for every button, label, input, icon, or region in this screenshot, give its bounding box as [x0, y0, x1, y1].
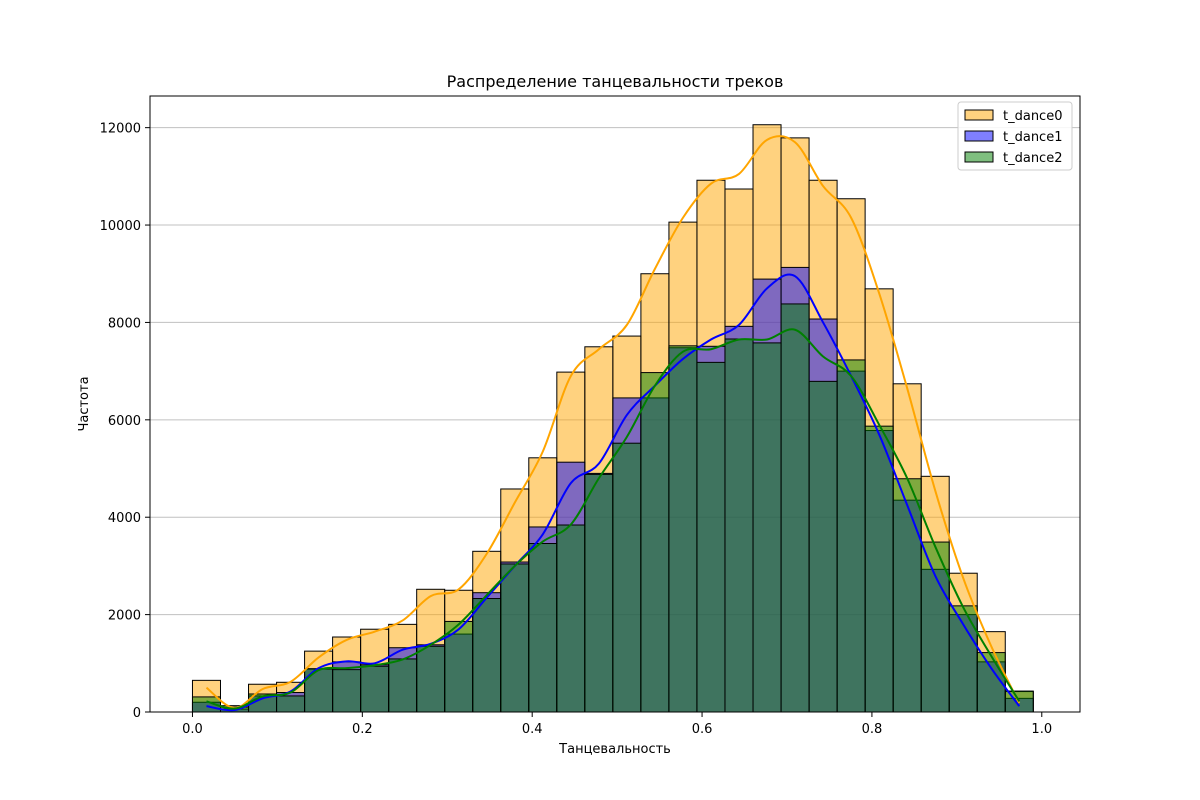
legend-swatch-t_dance2 [964, 151, 994, 163]
bar-t_dance2-17 [668, 345, 698, 713]
kde-curve-t_dance0 [205, 135, 1021, 710]
plot-area-frame [149, 95, 1081, 713]
y-tick-label-5: 10000 [100, 219, 141, 234]
bar-t_dance2-6 [360, 665, 390, 713]
legend-label-t_dance0: t_dance0 [1003, 109, 1062, 124]
bar-t_dance2-3 [276, 695, 306, 713]
y-tick-label-6: 12000 [100, 122, 141, 137]
y-axis-ticks: 0 2000 4000 6000 8000 10000 12000 [100, 122, 150, 721]
x-axis-ticks: 0.0 0.2 0.4 0.6 0.8 1.0 [182, 712, 1052, 737]
bar-t_dance2-25 [892, 478, 922, 713]
bar-t_dance2-7 [388, 658, 418, 713]
y-tick-label-1: 2000 [108, 609, 141, 624]
bar-t_dance2-26 [920, 541, 950, 713]
legend-swatch-t_dance0 [964, 109, 994, 121]
legend: t_dance0 t_dance1 t_dance2 [957, 101, 1073, 171]
x-tick-label-0: 0.0 [182, 722, 203, 737]
legend-swatch-t_dance1 [964, 130, 994, 142]
x-tick-label-3: 0.6 [692, 722, 713, 737]
bar-t_dance2-20 [752, 342, 782, 713]
bar-t_dance2-11 [500, 563, 530, 713]
x-tick-label-1: 0.2 [352, 722, 373, 737]
y-tick-label-2: 4000 [108, 511, 141, 526]
bar-t_dance2-21 [780, 303, 810, 713]
bar-t_dance2-18 [696, 361, 726, 713]
bar-t_dance2-23 [836, 359, 866, 713]
x-tick-label-5: 1.0 [1031, 722, 1052, 737]
x-tick-label-4: 0.8 [862, 722, 883, 737]
bar-t_dance2-5 [332, 669, 362, 713]
y-tick-label-3: 6000 [108, 414, 141, 429]
y-tick-label-0: 0 [133, 706, 141, 721]
bar-t_dance2-13 [556, 524, 586, 713]
series-t_dance2 [191, 303, 1034, 713]
bar-t_dance2-16 [640, 372, 670, 713]
bar-t_dance2-19 [724, 338, 754, 713]
legend-label-t_dance2: t_dance2 [1003, 151, 1062, 166]
kde-curve-t_dance1 [206, 273, 1021, 712]
bar-t_dance2-10 [472, 598, 502, 713]
x-tick-label-2: 0.4 [522, 722, 543, 737]
kde-curves [205, 135, 1021, 712]
bar-t_dance2-12 [528, 543, 558, 713]
bar-t_dance2-24 [864, 425, 894, 713]
histogram-bars [191, 124, 1034, 713]
bar-t_dance2-27 [948, 605, 978, 713]
bar-t_dance2-22 [808, 380, 838, 713]
y-tick-label-4: 8000 [108, 316, 141, 331]
x-axis-title: Танцевальность [558, 742, 671, 757]
bar-t_dance2-14 [584, 473, 614, 713]
chart-title: Распределение танцевальности треков [447, 72, 784, 91]
y-axis-title: Частота [77, 376, 92, 431]
legend-label-t_dance1: t_dance1 [1003, 130, 1062, 145]
bar-t_dance2-15 [612, 442, 642, 713]
kde-curve-t_dance2 [206, 328, 1021, 710]
bar-t_dance2-8 [416, 645, 446, 713]
